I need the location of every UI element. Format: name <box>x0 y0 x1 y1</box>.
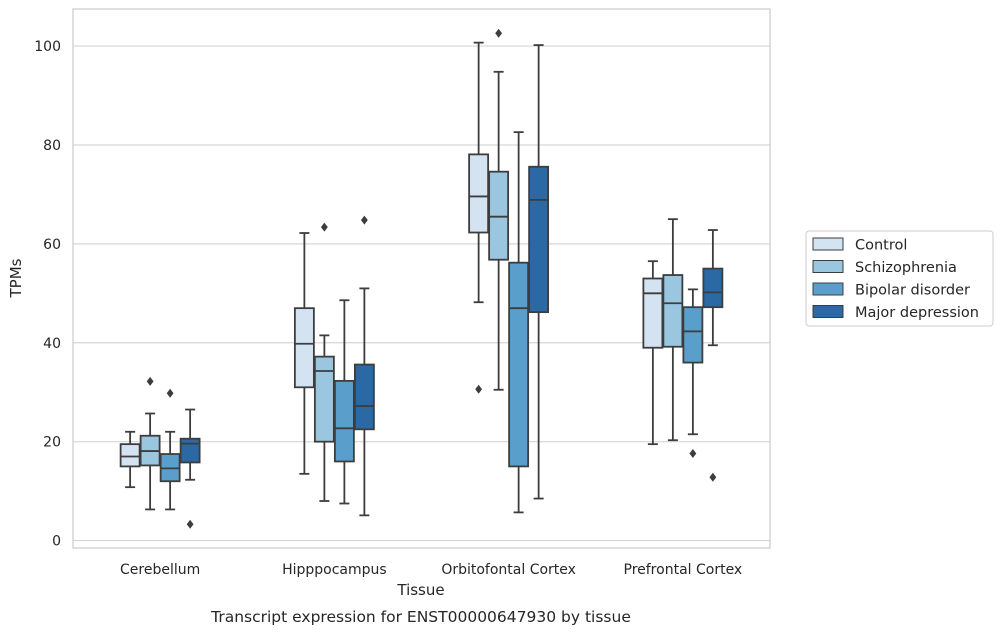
legend-label: Schizophrenia <box>855 260 957 276</box>
box-body <box>682 306 704 364</box>
legend-label: Bipolar disorder <box>855 283 970 299</box>
box-orbitofontal-cortex-bipolar-disorder <box>508 131 530 514</box>
box-body <box>353 363 375 431</box>
box-plots <box>119 28 724 529</box>
box-prefrontal-cortex-schizophrenia <box>662 218 684 442</box>
box-body <box>508 261 530 468</box>
legend-frame <box>805 230 994 327</box>
outlier-point <box>320 222 328 232</box>
outlier-point <box>689 449 697 459</box>
box-body <box>313 355 335 443</box>
box-hipppocampus-schizophrenia <box>313 222 335 502</box>
legend-swatch <box>812 237 844 251</box>
box-body <box>702 267 724 309</box>
y-tick-label: 80 <box>43 138 61 154</box>
y-tick-label: 100 <box>34 39 61 55</box>
x-tick-label: Hipppocampus <box>282 562 387 578</box>
legend-swatch <box>812 260 844 273</box>
x-axis-ticks: Cerebellum Hipppocampus Orbitofontal Corte… <box>120 562 742 578</box>
box-body <box>662 274 684 348</box>
legend-swatch <box>812 282 844 296</box>
legend-label: Control <box>855 238 907 254</box>
box-prefrontal-cortex-bipolar-disorder <box>682 288 704 459</box>
legend-label: Major depression <box>855 305 979 321</box>
box-body <box>179 437 201 464</box>
box-prefrontal-cortex-control <box>642 260 664 446</box>
box-body <box>468 153 490 234</box>
y-tick-label: 60 <box>43 237 61 253</box>
box-cerebellum-major-depression <box>179 408 201 529</box>
outlier-point <box>475 384 483 394</box>
box-body <box>528 165 550 314</box>
chart-caption: Transcript expression for ENST0000064793… <box>210 608 631 626</box>
x-tick-label: Cerebellum <box>120 562 200 578</box>
outlier-point <box>186 519 194 529</box>
x-axis-label: Tissue <box>396 581 444 599</box>
y-tick-label: 40 <box>43 336 61 352</box>
outlier-point <box>146 376 154 386</box>
box-hipppocampus-major-depression <box>353 215 375 517</box>
box-orbitofontal-cortex-control <box>468 41 490 394</box>
box-body <box>488 170 510 261</box>
x-tick-label: Prefrontal Cortex <box>624 562 743 578</box>
box-body <box>119 443 141 468</box>
y-tick-label: 20 <box>43 435 61 451</box>
y-axis-ticks: 0 20 40 60 80 100 <box>34 39 61 549</box>
box-cerebellum-schizophrenia <box>139 376 161 511</box>
box-cerebellum-control <box>119 430 141 489</box>
box-body <box>293 307 315 389</box>
plot-frame <box>72 8 771 549</box>
legend-swatch <box>812 305 844 318</box>
outlier-point <box>709 472 717 482</box>
box-hipppocampus-control <box>293 232 315 475</box>
box-prefrontal-cortex-major-depression <box>702 229 724 482</box>
y-tick-label: 0 <box>52 534 61 550</box>
outlier-point <box>360 215 368 225</box>
y-axis-label: TPMs <box>7 258 25 298</box>
box-body <box>642 277 664 349</box>
box-hipppocampus-bipolar-disorder <box>333 299 355 505</box>
outlier-point <box>495 28 503 38</box>
box-orbitofontal-cortex-major-depression <box>528 44 550 500</box>
box-orbitofontal-cortex-schizophrenia <box>488 28 510 391</box>
box-body <box>333 379 355 463</box>
x-tick-label: Orbitofontal Cortex <box>441 562 576 578</box>
outlier-point <box>166 388 174 398</box>
box-cerebellum-bipolar-disorder <box>159 388 181 511</box>
legend: Control Schizophrenia Bipolar disorder Majo… <box>805 230 994 327</box>
